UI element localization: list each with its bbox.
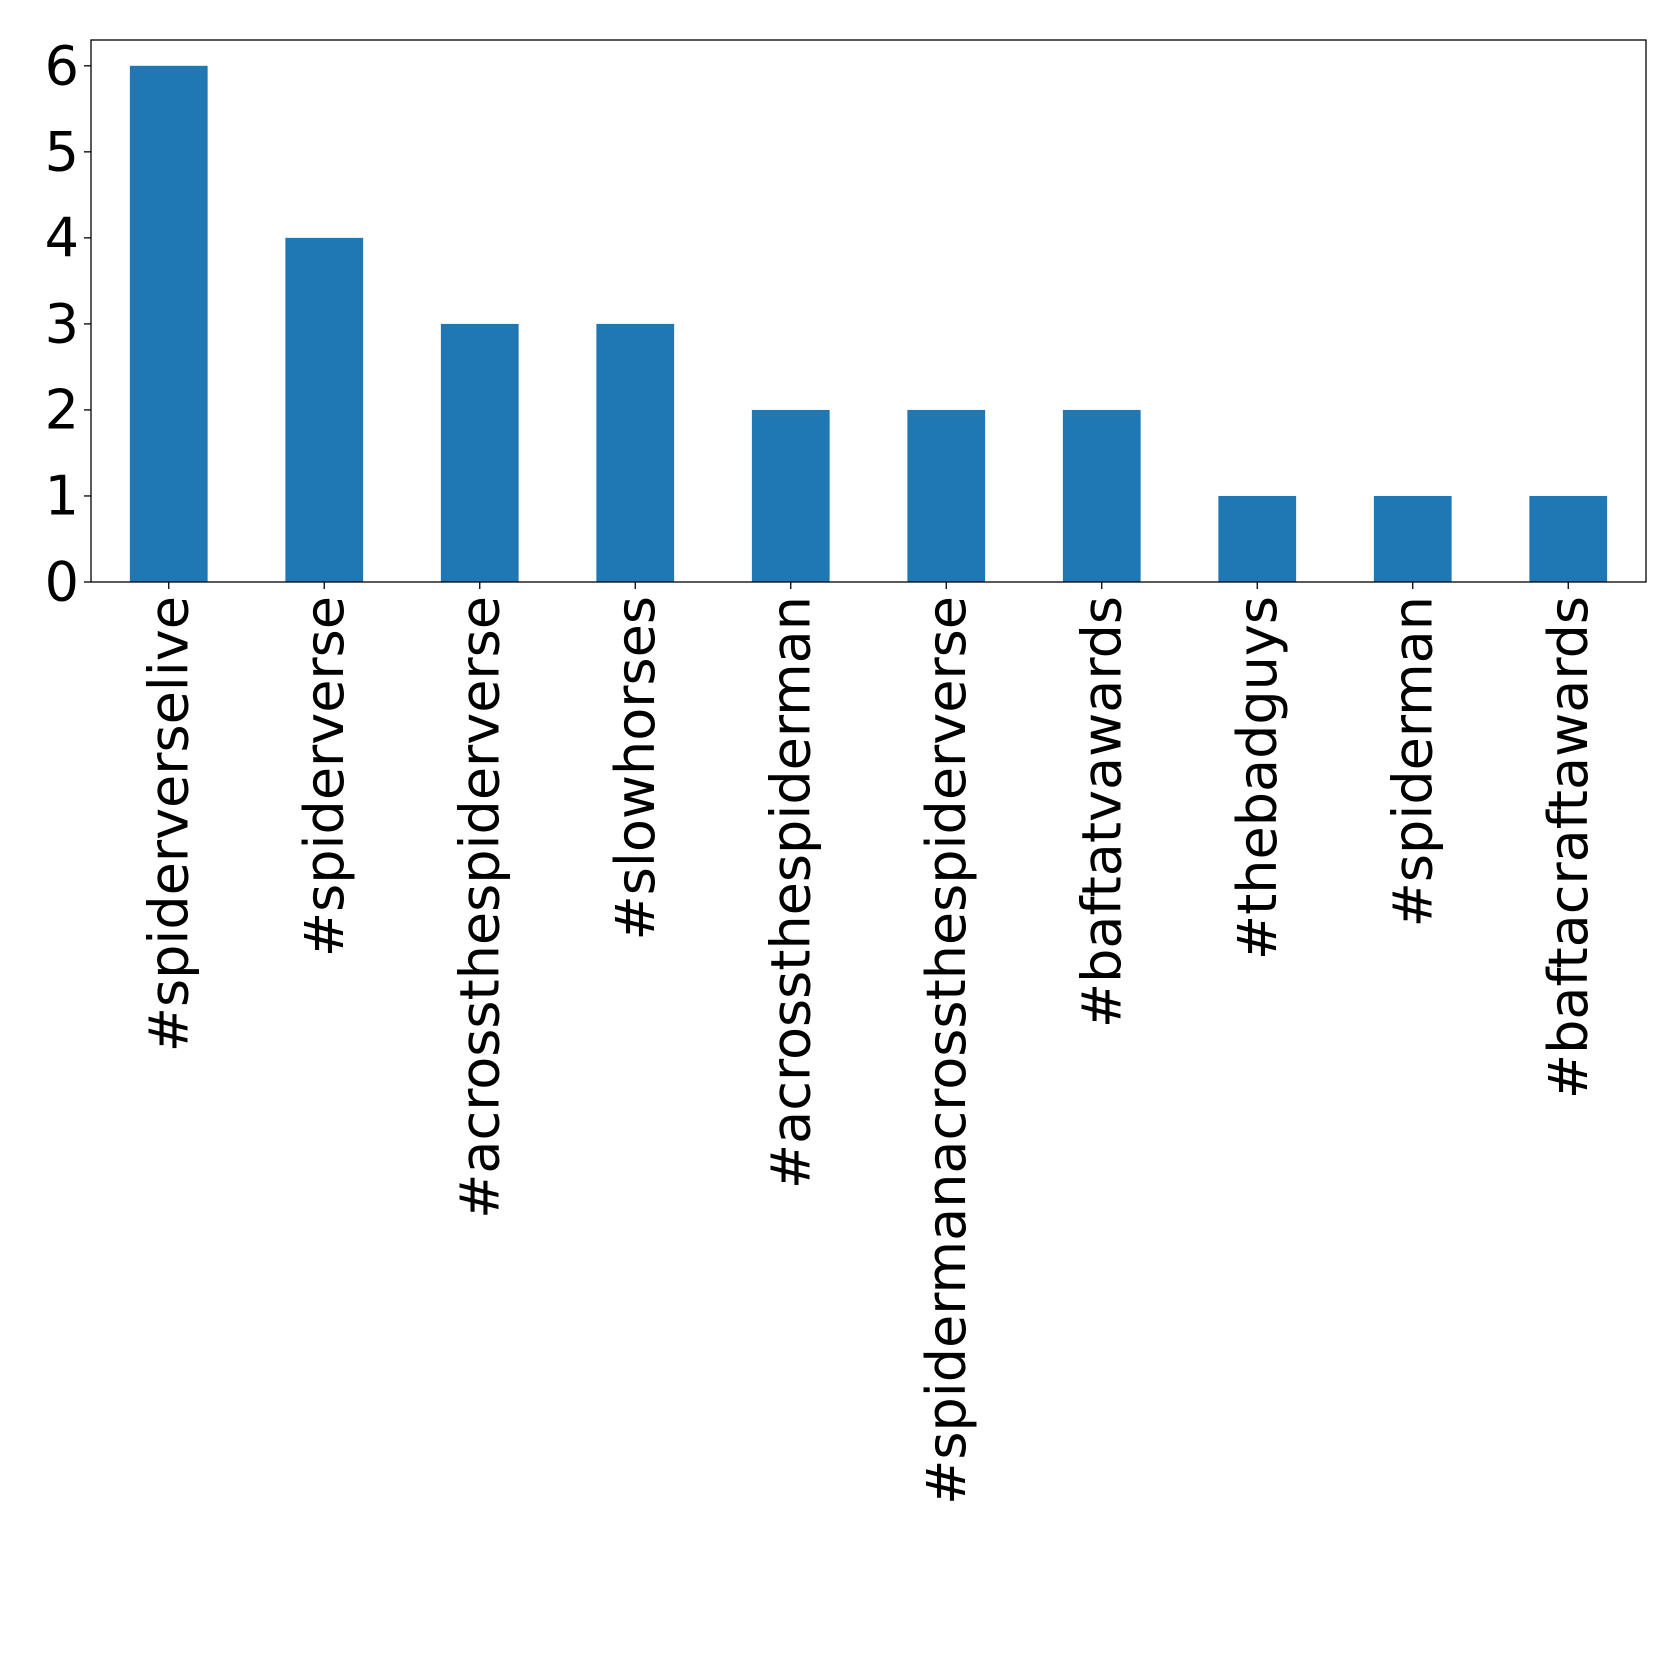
bar-spidermanacrossthespiderverse	[907, 409, 986, 582]
bar-thebadguys	[1218, 495, 1297, 582]
y-tick-label: 5	[45, 120, 79, 183]
y-tick-label: 3	[45, 292, 79, 355]
x-tick-label: #acrossthespiderman	[759, 596, 822, 1189]
y-tick-label: 6	[45, 34, 79, 97]
x-tick-label: #spiderman	[1381, 596, 1444, 927]
y-tick-label: 2	[45, 378, 79, 441]
y-tick-label: 0	[45, 551, 79, 614]
x-tick-label: #acrossthespiderverse	[448, 596, 511, 1219]
x-tick-label: #spiderverselive	[137, 596, 200, 1052]
bar-spiderverselive	[129, 65, 208, 582]
bar-acrossthespiderverse	[440, 323, 519, 582]
y-tick-label: 4	[45, 206, 79, 269]
y-axis: 0 1 2 3 4 5 6	[45, 34, 91, 614]
x-tick-label: #spiderverse	[293, 596, 356, 957]
bar-spiderman	[1373, 495, 1452, 582]
bar-acrossthespiderman	[751, 409, 830, 582]
bar-spiderverse	[285, 237, 364, 582]
x-tick-label: #thebadguys	[1226, 596, 1289, 960]
bar-slowhorses	[596, 323, 675, 582]
x-axis: #spiderverselive #spiderverse #acrossthesp…	[137, 582, 1600, 1505]
bar-baftatvawards	[1062, 409, 1141, 582]
bar-baftacraftawards	[1529, 495, 1608, 582]
x-tick-label: #baftacraftawards	[1537, 596, 1600, 1099]
x-tick-label: #slowhorses	[604, 596, 667, 941]
x-tick-label: #baftatvawards	[1070, 596, 1133, 1028]
bars-layer	[129, 65, 1608, 582]
x-tick-label: #spidermanacrossthespiderverse	[915, 596, 978, 1505]
plot-frame	[90, 39, 1647, 583]
y-tick-label: 1	[45, 464, 79, 527]
